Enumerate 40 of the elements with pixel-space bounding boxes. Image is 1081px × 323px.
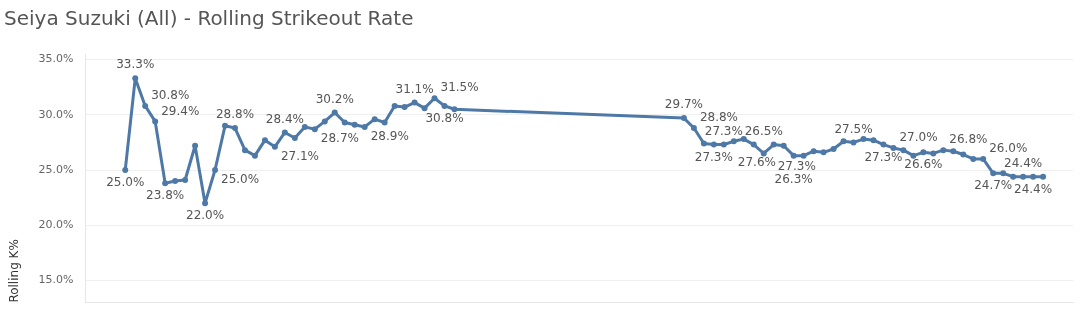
data-label: 30.2% [315,91,354,106]
data-label: 25.0% [221,172,260,187]
data-label: 26.8% [949,132,988,147]
data-label: 27.6% [737,155,776,170]
data-label: 31.5% [440,80,479,95]
data-label: 27.3% [864,149,903,164]
data-label: 28.8% [215,107,255,122]
data-label: 27.5% [834,121,873,136]
data-label: 26.3% [774,171,813,186]
data-label: 26.0% [989,141,1028,156]
data-label: 28.4% [265,111,304,126]
data-label: 24.4% [1004,155,1043,170]
data-label: 27.3% [704,123,743,138]
data-label: 28.7% [320,131,359,146]
data-label: 26.5% [744,123,783,138]
data-label: 26.6% [904,157,943,172]
data-label: 22.0% [186,208,225,223]
y-tick-label: 25.0% [38,162,74,176]
data-label: 29.7% [664,97,703,112]
y-tick-label: 15.0% [38,273,74,287]
data-label: 29.4% [161,103,200,118]
data-label: 30.8% [151,88,190,103]
data-label: 24.7% [974,178,1013,193]
y-tick-label: 20.0% [38,218,74,232]
data-label: 31.1% [395,81,434,96]
y-tick-label: 30.0% [38,107,74,121]
data-label: 28.8% [699,110,739,125]
data-label: 27.0% [899,130,938,145]
data-label: 25.0% [106,175,145,190]
data-label: 27.1% [280,148,320,163]
data-label: 28.9% [370,129,409,144]
chart-title: Seiya Suzuki (All) - Rolling Strikeout Rate [4,6,414,31]
y-tick-label: 35.0% [38,52,74,66]
data-label: 33.3% [116,57,155,72]
data-label: 27.3% [777,158,816,173]
data-label: 27.3% [694,149,733,164]
data-label: 24.4% [1014,181,1053,196]
y-axis-title: Rolling K% [7,239,22,303]
data-label: 23.8% [146,188,185,203]
data-label: 30.8% [425,111,464,126]
